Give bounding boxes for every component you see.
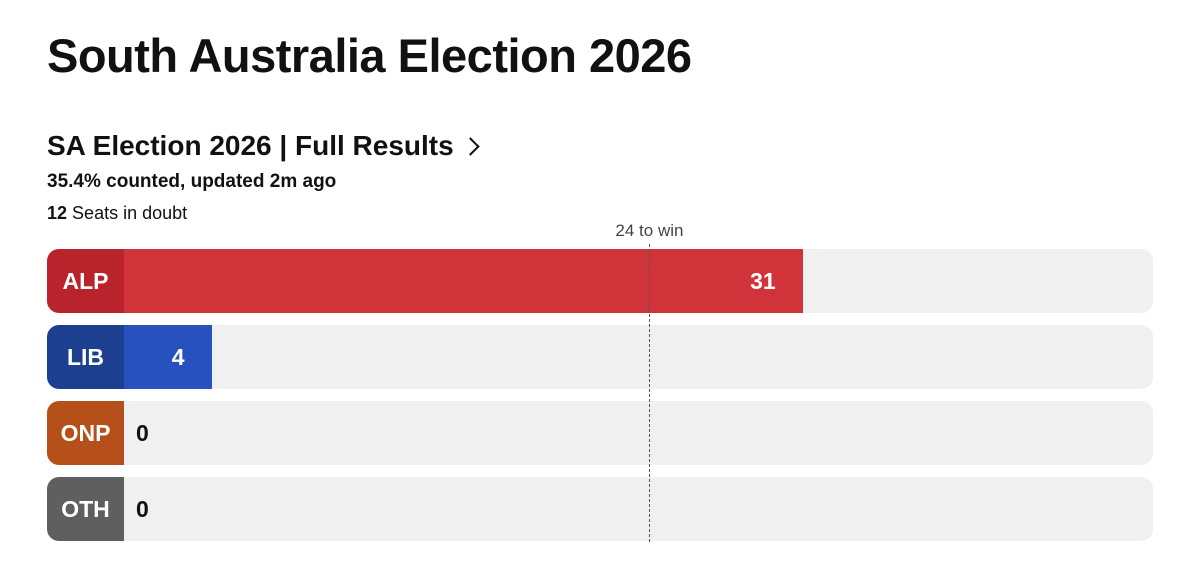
bar-alp [124,249,803,313]
seats-in-doubt-count: 12 [47,203,68,223]
bar-row-oth: OTH 0 [47,477,1153,541]
seats-in-doubt: 12 Seats in doubt [47,203,187,224]
bar-value-oth: 0 [136,495,149,522]
party-label-onp: ONP [47,401,124,465]
bar-row-onp: ONP 0 [47,401,1153,465]
bar-row-lib: LIB 4 [47,325,1153,389]
threshold-label: 24 to win [615,221,684,240]
party-label-alp: ALP [47,249,124,313]
bar-value-alp: 31 [750,267,776,294]
seats-in-doubt-label: Seats in doubt [72,203,188,223]
full-results-link-label: SA Election 2026 | Full Results [47,130,454,161]
chevron-right-icon [461,136,480,156]
bar-value-lib: 4 [171,343,185,370]
party-label-oth: OTH [47,477,124,541]
bar-lib [124,325,212,389]
seat-bar-chart: ALP 31 LIB 4 ONP 0 OTH 0 [47,249,1153,553]
full-results-link[interactable]: SA Election 2026 | Full Results [47,130,480,162]
threshold-line [649,244,651,542]
bar-value-onp: 0 [136,419,149,446]
party-label-lib: LIB [47,325,124,389]
counted-status: 35.4% counted, updated 2m ago [47,171,337,192]
bar-row-alp: ALP 31 [47,249,1153,313]
page-title: South Australia Election 2026 [47,29,692,82]
